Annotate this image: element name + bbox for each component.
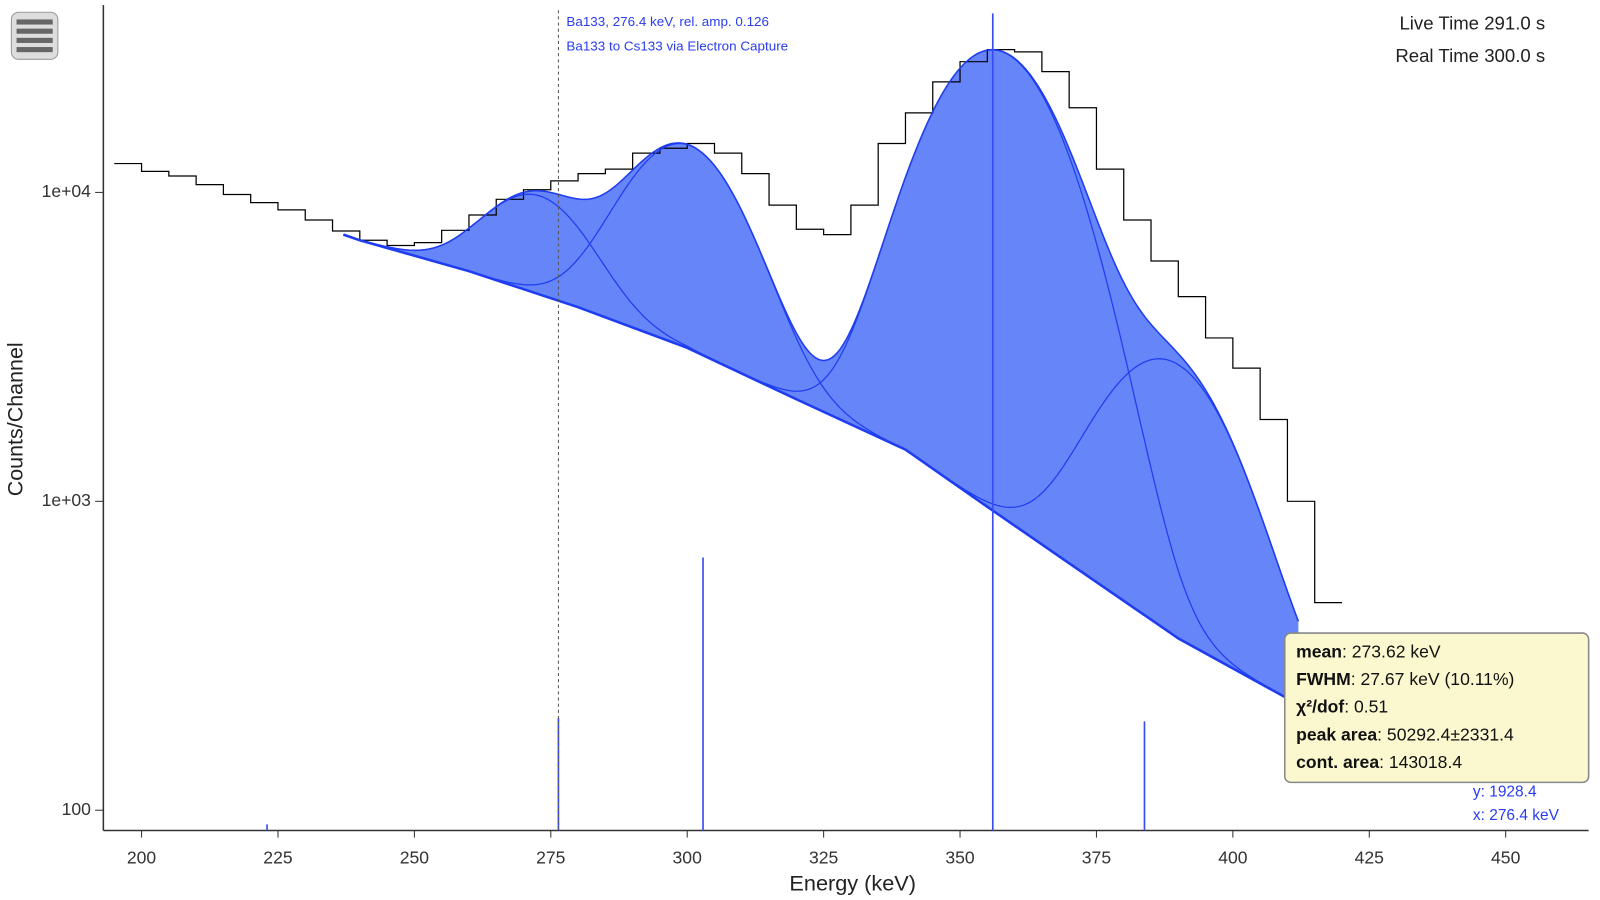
x-tick-label: 275 xyxy=(536,848,565,868)
tooltip-row: FWHM: 27.67 keV (10.11%) xyxy=(1296,669,1514,689)
menu-button[interactable] xyxy=(10,11,59,60)
tooltip-key: peak area xyxy=(1296,724,1377,744)
tooltip-value: : 27.67 keV (10.11%) xyxy=(1351,669,1515,689)
tooltip-key: cont. area xyxy=(1296,752,1379,772)
peak-tooltip: mean: 273.62 keV FWHM: 27.67 keV (10.11%)… xyxy=(1283,632,1590,784)
tooltip-row: χ²/dof: 0.51 xyxy=(1296,696,1388,716)
x-tick-label: 200 xyxy=(127,848,157,868)
tooltip-box xyxy=(1283,632,1590,784)
x-tick-label: 225 xyxy=(263,848,292,868)
tooltip-value: : 143018.4 xyxy=(1379,752,1462,772)
y-tick-label: 1e+04 xyxy=(42,181,92,201)
tooltip-row: mean: 273.62 keV xyxy=(1296,641,1441,661)
x-tick-label: 350 xyxy=(945,848,975,868)
tooltip-row: cont. area: 143018.4 xyxy=(1296,752,1462,772)
x-tick-label: 300 xyxy=(673,848,703,868)
x-tick-label: 250 xyxy=(400,848,430,868)
fit-area xyxy=(343,49,1299,705)
continuum-line xyxy=(343,233,1299,706)
real-time: Real Time 300.0 s xyxy=(1395,45,1545,66)
cursor-y: y: 1928.4 xyxy=(1473,784,1537,801)
y-tick-label: 100 xyxy=(62,799,92,819)
cursor-x: x: 276.4 keV xyxy=(1473,807,1560,824)
fit-outline xyxy=(343,48,1300,622)
annotation: Ba133, 276.4 keV, rel. amp. 0.126 xyxy=(566,14,769,29)
x-axis-title: Energy (keV) xyxy=(789,870,916,895)
tooltip-value: : 50292.4±2331.4 xyxy=(1377,724,1514,744)
menu-bar xyxy=(16,37,53,43)
y-axis-title: Counts/Channel xyxy=(2,342,27,496)
menu-bar xyxy=(16,47,53,53)
y-tick-label: 1e+03 xyxy=(42,490,91,510)
tooltip-key: χ²/dof xyxy=(1296,696,1344,716)
x-tick-label: 450 xyxy=(1491,848,1521,868)
x-tick-label: 325 xyxy=(809,848,838,868)
tooltip-row: peak area: 50292.4±2331.4 xyxy=(1296,724,1514,744)
tooltip-value: : 273.62 keV xyxy=(1342,641,1441,661)
menu-bar xyxy=(16,19,53,25)
menu-button-bg[interactable] xyxy=(10,11,59,60)
x-tick-label: 425 xyxy=(1355,848,1384,868)
menu-bar xyxy=(16,28,53,34)
spectrum-line xyxy=(114,48,1342,604)
tooltip-key: FWHM xyxy=(1296,669,1351,689)
tooltip-key: mean xyxy=(1296,641,1342,661)
annotation: Ba133 to Cs133 via Electron Capture xyxy=(566,39,788,54)
x-tick-label: 400 xyxy=(1218,848,1248,868)
x-tick-label: 375 xyxy=(1082,848,1111,868)
tooltip-value: : 0.51 xyxy=(1344,696,1388,716)
live-time: Live Time 291.0 s xyxy=(1399,13,1545,34)
